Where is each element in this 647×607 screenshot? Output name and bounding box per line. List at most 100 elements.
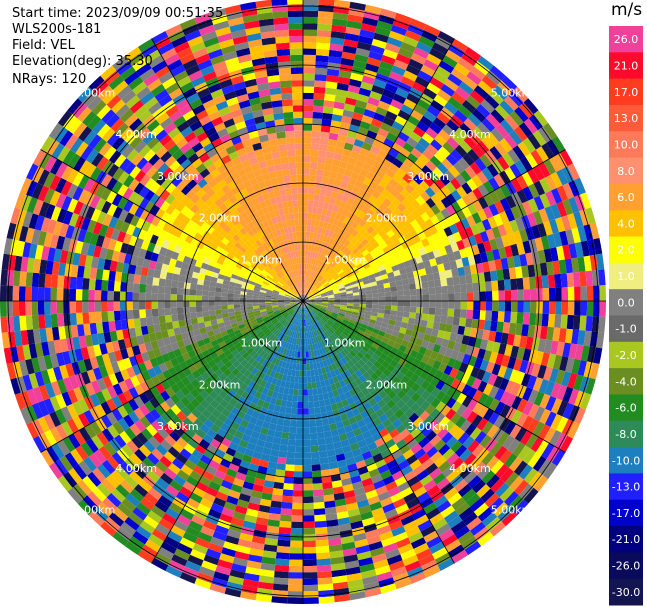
velocity-gate bbox=[227, 304, 234, 309]
velocity-gate bbox=[340, 303, 348, 306]
velocity-gate bbox=[462, 237, 472, 249]
velocity-gate bbox=[347, 375, 355, 383]
velocity-gate bbox=[431, 328, 439, 337]
velocity-gate bbox=[395, 168, 407, 179]
velocity-gate bbox=[266, 467, 277, 476]
velocity-gate bbox=[574, 177, 586, 195]
velocity-gate bbox=[365, 234, 374, 242]
velocity-gate bbox=[389, 334, 398, 343]
velocity-gate bbox=[386, 399, 396, 409]
velocity-gate bbox=[457, 157, 470, 170]
velocity-gate bbox=[322, 392, 330, 400]
velocity-gate bbox=[356, 499, 370, 509]
velocity-gate bbox=[541, 275, 549, 289]
velocity-gate bbox=[354, 344, 362, 352]
velocity-gate bbox=[412, 174, 424, 185]
velocity-gate bbox=[361, 205, 370, 215]
velocity-gate bbox=[313, 194, 320, 202]
velocity-gate bbox=[357, 329, 365, 336]
velocity-gate bbox=[324, 398, 331, 406]
velocity-gate bbox=[473, 61, 490, 76]
velocity-gate bbox=[333, 289, 340, 293]
velocity-gate bbox=[337, 314, 345, 319]
velocity-gate bbox=[291, 401, 298, 409]
velocity-gate bbox=[301, 326, 303, 333]
velocity-gate bbox=[310, 310, 316, 316]
velocity-gate bbox=[371, 289, 379, 294]
velocity-gate bbox=[395, 152, 407, 164]
velocity-gate bbox=[561, 419, 574, 436]
velocity-gate bbox=[357, 359, 366, 367]
velocity-gate bbox=[420, 253, 430, 262]
velocity-gate bbox=[331, 348, 338, 356]
velocity-gate bbox=[463, 326, 472, 337]
velocity-gate bbox=[556, 384, 568, 401]
velocity-gate bbox=[456, 239, 466, 251]
velocity-gate bbox=[312, 316, 317, 323]
velocity-gate bbox=[544, 206, 556, 221]
velocity-gate bbox=[391, 301, 398, 306]
velocity-gate bbox=[385, 438, 396, 449]
velocity-gate bbox=[325, 274, 332, 280]
velocity-gate bbox=[311, 382, 317, 389]
velocity-gate bbox=[567, 286, 575, 301]
velocity-gate bbox=[309, 277, 314, 284]
velocity-gate bbox=[281, 495, 293, 503]
velocity-gate bbox=[496, 269, 504, 281]
velocity-gate bbox=[471, 273, 479, 284]
velocity-gate bbox=[0, 285, 7, 301]
velocity-gate bbox=[346, 307, 353, 312]
velocity-gate bbox=[436, 427, 449, 440]
velocity-gate bbox=[300, 351, 303, 358]
velocity-gate bbox=[395, 53, 411, 65]
velocity-gate bbox=[458, 229, 468, 240]
velocity-gate bbox=[359, 563, 375, 573]
velocity-gate bbox=[446, 277, 454, 286]
velocity-gate bbox=[303, 162, 311, 169]
velocity-gate bbox=[333, 368, 341, 376]
velocity-gate bbox=[436, 112, 450, 125]
velocity-gate bbox=[414, 76, 430, 88]
velocity-gate bbox=[315, 545, 330, 554]
velocity-gate bbox=[363, 108, 376, 119]
velocity-gate bbox=[126, 291, 133, 301]
velocity-gate bbox=[403, 98, 417, 110]
velocity-gate bbox=[295, 319, 299, 326]
velocity-gate bbox=[358, 219, 367, 228]
velocity-gate bbox=[562, 182, 575, 200]
velocity-gate bbox=[308, 238, 313, 245]
velocity-gate bbox=[315, 419, 323, 427]
velocity-gate bbox=[522, 277, 530, 290]
velocity-gate bbox=[406, 168, 417, 179]
velocity-gate bbox=[138, 301, 146, 310]
velocity-gate bbox=[477, 319, 486, 330]
velocity-gate bbox=[312, 489, 324, 497]
velocity-gate bbox=[341, 321, 348, 327]
velocity-gate bbox=[341, 115, 352, 125]
velocity-gate bbox=[313, 86, 326, 94]
velocity-gate bbox=[183, 312, 191, 320]
velocity-gate bbox=[450, 68, 467, 82]
velocity-gate bbox=[539, 326, 548, 340]
velocity-gate bbox=[380, 188, 391, 198]
velocity-gate bbox=[314, 239, 320, 247]
velocity-gate bbox=[528, 349, 538, 364]
velocity-gate bbox=[353, 301, 360, 304]
velocity-gate bbox=[406, 497, 420, 510]
velocity-gate bbox=[410, 53, 427, 65]
velocity-gate bbox=[327, 292, 334, 296]
velocity-gate bbox=[395, 399, 406, 409]
velocity-gate bbox=[401, 375, 411, 385]
velocity-gate bbox=[415, 282, 423, 290]
velocity-gate bbox=[273, 385, 281, 393]
velocity-gate bbox=[447, 515, 463, 529]
velocity-gate bbox=[435, 390, 446, 402]
velocity-gate bbox=[391, 225, 400, 235]
velocity-gate bbox=[555, 287, 562, 301]
velocity-gate bbox=[468, 131, 482, 145]
velocity-gate bbox=[316, 313, 322, 319]
velocity-gate bbox=[328, 244, 335, 252]
velocity-gate bbox=[354, 216, 363, 225]
velocity-gate bbox=[346, 290, 353, 295]
velocity-gate bbox=[320, 214, 326, 222]
